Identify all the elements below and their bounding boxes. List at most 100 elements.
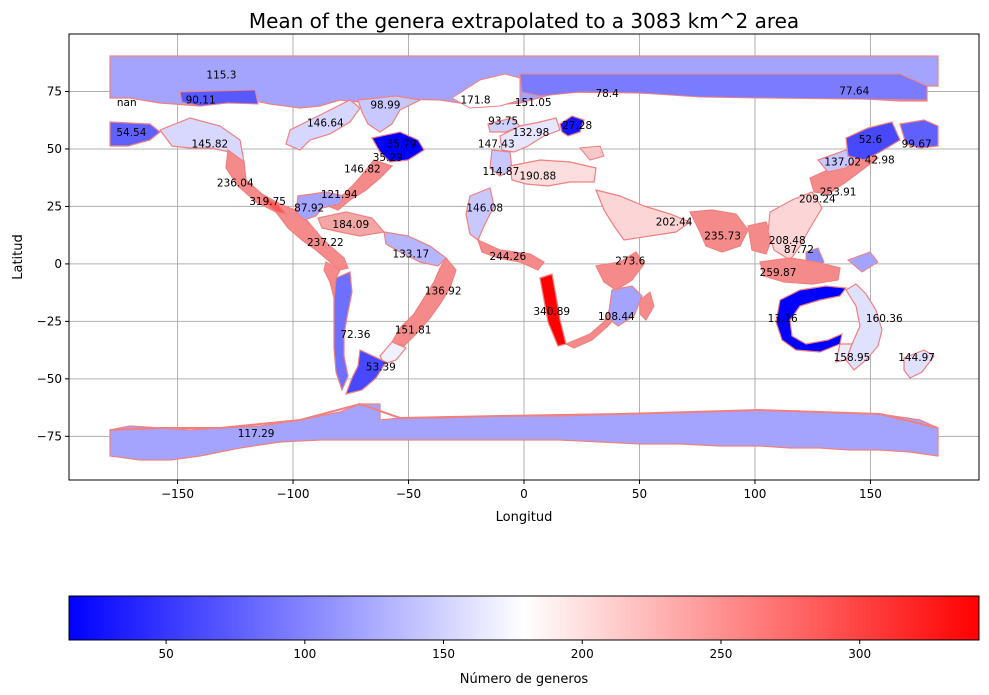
region-value-label: 136.92 — [425, 285, 462, 297]
y-tick-label: −25 — [37, 314, 62, 328]
region-australia-south — [835, 343, 853, 363]
region-red-sea-arabia — [595, 189, 692, 241]
region-value-label: 132.98 — [513, 127, 550, 139]
region-australia-east — [845, 283, 883, 371]
region-baltic — [559, 115, 585, 137]
region-value-label: 35.29 — [373, 152, 403, 164]
colorbar-tick-label: 50 — [158, 647, 173, 661]
region-hudson — [285, 99, 361, 151]
region-value-label: 114.87 — [483, 166, 520, 178]
region-africa-se — [607, 285, 643, 327]
region-east-china — [767, 191, 823, 261]
region-value-label: 133.17 — [392, 249, 429, 261]
x-tick-label: 50 — [632, 487, 647, 501]
region-north-sea — [499, 117, 561, 153]
region-sa-southeast — [379, 341, 407, 365]
region-value-label: 13.16 — [768, 313, 798, 325]
colorbar-tick-label: 250 — [710, 647, 733, 661]
region-value-label: 151.05 — [515, 97, 552, 109]
region-aleutian — [109, 121, 161, 147]
region-sa-south — [345, 349, 387, 395]
region-value-label: 93.75 — [488, 115, 518, 127]
region-value-label: 144.97 — [898, 352, 935, 364]
region-australia-west — [775, 285, 848, 353]
region-value-label: 259.87 — [760, 267, 797, 279]
region-value-label: 158.95 — [834, 352, 871, 364]
region-africa-west — [476, 238, 545, 271]
y-tick-label: 0 — [54, 257, 62, 271]
region-value-label: 115.3 — [206, 69, 236, 81]
region-na-west-coast — [225, 148, 349, 271]
region-value-label: 146.08 — [466, 203, 503, 215]
region-mediterranean — [509, 159, 597, 187]
colorbar-tick-label: 300 — [848, 647, 871, 661]
region-new-zealand — [903, 349, 935, 379]
y-tick-label: 25 — [47, 199, 62, 213]
region-okhotsk — [845, 121, 901, 161]
x-tick-label: −100 — [277, 487, 310, 501]
region-value-label: 171.8 — [460, 95, 490, 107]
x-tick-label: −50 — [396, 487, 421, 501]
region-value-label: 237.22 — [307, 237, 344, 249]
region-gulf-mexico — [295, 191, 345, 221]
region-greenland-island — [451, 73, 521, 109]
region-iberia-atlantic — [489, 149, 513, 177]
colorbar-ticks: 50 100 150 200 250 300 — [158, 640, 871, 661]
region-value-label: 273.6 — [615, 256, 645, 268]
region-value-label: 72.36 — [340, 329, 370, 341]
region-value-label: 244.26 — [489, 251, 526, 263]
y-axis-label: Latitud — [11, 234, 26, 280]
region-africa-east — [595, 251, 645, 291]
region-africa-nw — [465, 187, 495, 241]
region-value-label: 77.64 — [839, 85, 869, 97]
region-value-label: 146.64 — [307, 118, 344, 130]
region-value-label: 208.48 — [769, 235, 806, 247]
map-regions — [109, 55, 939, 461]
region-arctic-alaska — [179, 89, 259, 107]
region-labrador — [357, 95, 422, 133]
region-value-label: 236.04 — [217, 177, 254, 189]
x-tick-label: 100 — [744, 487, 767, 501]
region-value-label: nan — [117, 97, 137, 109]
x-tick-label: −150 — [161, 487, 194, 501]
y-tick-label: 50 — [47, 142, 62, 156]
region-value-label: 146.82 — [344, 164, 381, 176]
region-value-label: 319.75 — [249, 196, 286, 208]
x-tick-label: 0 — [520, 487, 528, 501]
region-sa-west — [333, 271, 353, 392]
region-newfoundland — [371, 131, 425, 163]
region-value-label: 54.54 — [116, 127, 146, 139]
region-value-label: 190.88 — [519, 171, 556, 183]
region-caribbean — [317, 211, 386, 237]
region-value-label: 137.02 — [824, 157, 861, 169]
colorbar-tick-label: 150 — [432, 647, 455, 661]
region-value-label: 52.6 — [859, 134, 883, 146]
region-pacific-islands — [847, 251, 879, 273]
region-value-label: 184.09 — [332, 219, 369, 231]
region-value-label: 42.98 — [865, 154, 895, 166]
region-value-label: 147.43 — [478, 138, 515, 150]
colorbar-tick-label: 100 — [293, 647, 316, 661]
region-baja — [260, 194, 288, 215]
region-value-label: 108.44 — [598, 311, 635, 323]
region-value-label: 202.44 — [656, 217, 693, 229]
region-value-label: 87.92 — [294, 203, 324, 215]
x-axis-ticks: −150 −100 −50 0 50 100 150 — [161, 480, 882, 501]
region-arctic-blue-russia — [519, 73, 928, 101]
region-sa-north — [383, 231, 447, 267]
region-value-label: 340.89 — [533, 306, 570, 318]
region-value-label: 90.11 — [186, 95, 216, 107]
y-axis-ticks: 75 50 25 0 −25 −50 −75 — [37, 84, 69, 443]
y-tick-label: 75 — [47, 84, 62, 98]
region-value-label: 35.79 — [387, 138, 417, 150]
chart-title: Mean of the genera extrapolated to a 308… — [249, 9, 799, 33]
plot-area: −150 −100 −50 0 50 100 150 75 50 25 0 −25 −50 −75 11… — [37, 33, 980, 501]
region-bay-bengal — [747, 221, 773, 255]
colorbar-tick-label: 200 — [571, 647, 594, 661]
region-value-label: 121.94 — [321, 189, 358, 201]
region-value-label: 27.28 — [562, 120, 592, 132]
region-value-label: 160.36 — [866, 313, 903, 325]
region-antarctica-coastline — [109, 402, 939, 431]
